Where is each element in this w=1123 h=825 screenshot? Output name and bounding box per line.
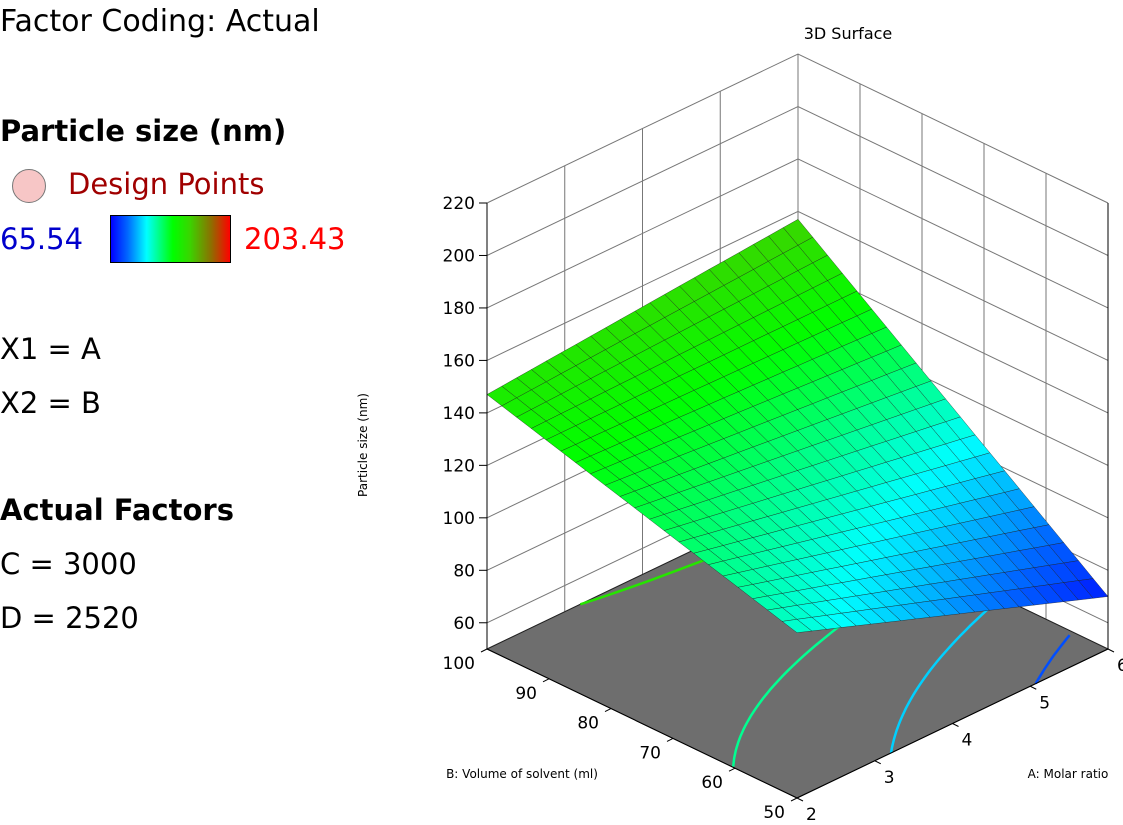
color-range-min: 65.54 — [0, 222, 84, 256]
x-tick-mark — [796, 797, 804, 802]
y-tick-label: 60 — [701, 773, 723, 793]
y-tick-label: 50 — [763, 803, 785, 823]
x2-mapping: X2 = B — [0, 386, 101, 420]
y-tick-mark — [480, 648, 488, 653]
factor-coding-label: Factor Coding: Actual — [0, 4, 320, 39]
y-tick-label: 80 — [577, 714, 599, 734]
x-tick-label: 4 — [962, 731, 973, 751]
design-points-label: Design Points — [68, 167, 265, 201]
z-tick-label: 140 — [443, 404, 475, 424]
y-tick-mark — [604, 708, 612, 713]
z-axis-title: Particle size (nm) — [356, 393, 370, 497]
y-tick-mark — [666, 737, 674, 742]
y-tick-mark — [790, 797, 798, 802]
x-tick-mark — [874, 760, 881, 765]
y-tick-label: 90 — [515, 684, 537, 704]
z-tick-label: 200 — [443, 246, 475, 266]
y-tick-label: 100 — [443, 654, 475, 674]
response-title: Particle size (nm) — [0, 114, 287, 148]
z-tick-label: 220 — [443, 194, 475, 214]
chart-title: 3D Surface — [804, 24, 893, 43]
design-point-marker — [12, 169, 46, 203]
x-axis-title: A: Molar ratio — [1028, 767, 1109, 781]
y-tick-mark — [728, 767, 736, 772]
response-surface — [486, 219, 1109, 633]
color-gradient-bar — [110, 215, 231, 263]
floor-contour-line — [889, 598, 1000, 754]
y-axis-line — [486, 648, 798, 799]
tick-labels: 60 80 100 120 140 160 180 200 220 50 60 70 80 90 100 2 3… — [443, 194, 1123, 825]
z-tick-label: 80 — [453, 561, 475, 581]
z-tick-label: 60 — [453, 614, 475, 634]
x-tick-mark — [952, 723, 959, 727]
z-tick-label: 120 — [443, 456, 475, 476]
factor-d-value: D = 2520 — [0, 601, 139, 635]
color-range-max: 203.43 — [244, 222, 346, 256]
y-axis-title: B: Volume of solvent (ml) — [446, 767, 598, 781]
x-tick-mark — [1030, 685, 1037, 690]
x-tick-label: 3 — [884, 768, 895, 788]
x-tick-label: 6 — [1117, 656, 1123, 676]
floor-contour-line — [1034, 634, 1071, 685]
x-tick-label: 5 — [1039, 693, 1050, 713]
y-tick-mark — [542, 678, 550, 683]
x1-mapping: X1 = A — [0, 332, 101, 366]
z-tick-label: 180 — [443, 299, 475, 319]
factor-c-value: C = 3000 — [0, 547, 137, 581]
x-tick-mark — [1107, 648, 1115, 653]
x-tick-label: 2 — [806, 805, 817, 825]
z-tick-label: 160 — [443, 351, 475, 371]
y-tick-label: 70 — [639, 743, 661, 763]
z-tick-label: 100 — [443, 509, 475, 529]
actual-factors-title: Actual Factors — [0, 493, 234, 527]
surface-cell — [781, 619, 813, 633]
